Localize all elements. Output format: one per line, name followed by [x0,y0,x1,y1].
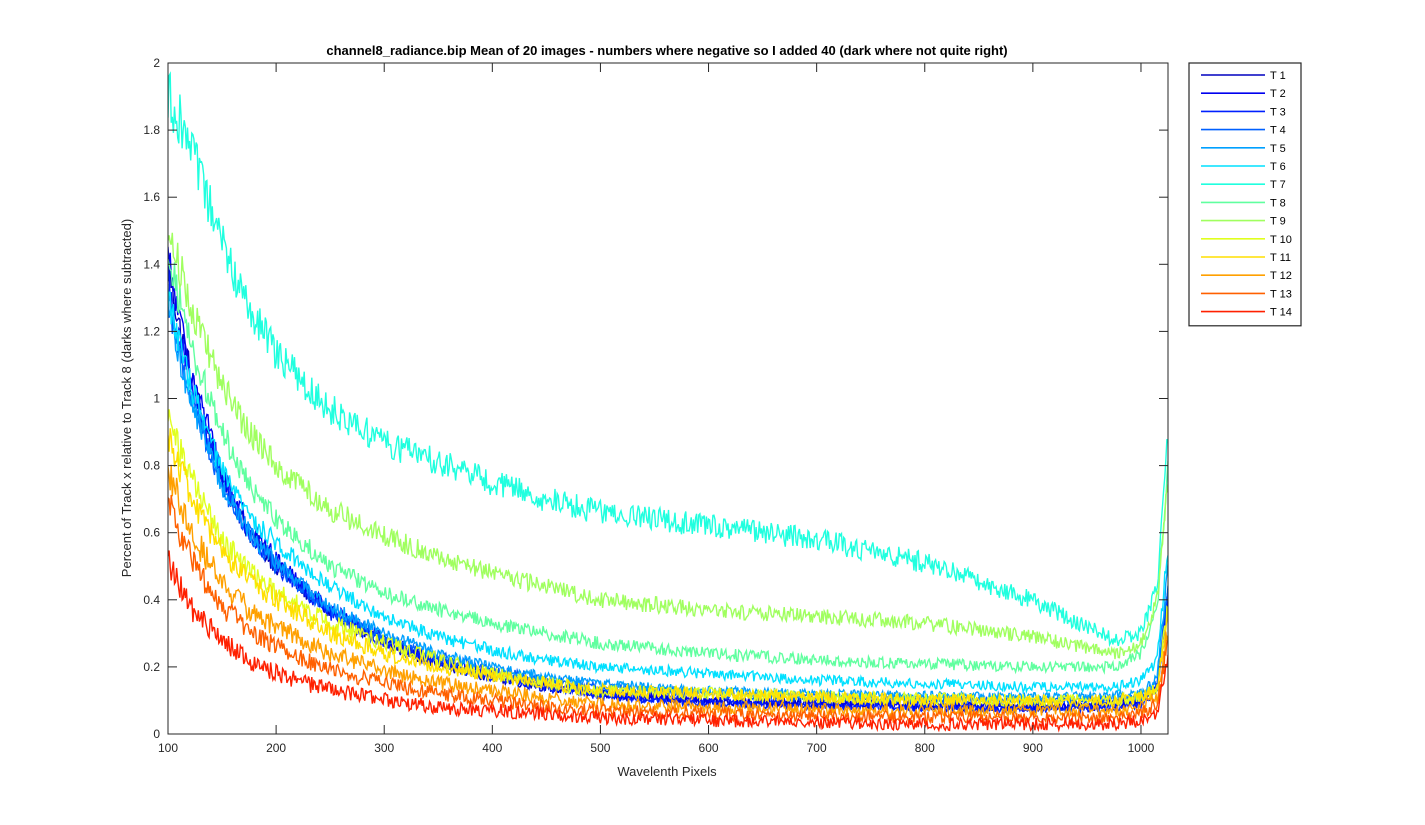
series-line-7 [168,71,1168,648]
x-tick-label: 500 [590,741,610,755]
y-tick-label: 2 [153,56,160,70]
legend-label: T 11 [1270,252,1291,264]
y-tick-label: 0.4 [143,593,160,607]
y-tick-label: 1.2 [143,324,160,338]
legend-label: T 3 [1270,106,1286,118]
legend-label: T 4 [1270,125,1286,137]
legend: T 1 T 2 T 3 T 4 T 5 T 6 T 7 T 8 T 9 T 10 T 11 T 12 T… [1188,62,1302,327]
chart-title: channel8_radiance.bip Mean of 20 images … [326,43,1007,58]
y-tick-label: 1.4 [143,257,160,271]
x-tick-label: 800 [915,741,935,755]
legend-label: T 13 [1270,288,1292,300]
plot-area: 100 200 300 400 500 600 700 800 900 1000 0 0.2 0.4 0.… [143,56,1169,755]
y-tick-label: 1.6 [143,190,160,204]
x-tick-label: 600 [699,741,719,755]
legend-label: T 2 [1270,88,1286,100]
x-tick-label: 200 [266,741,286,755]
series-line-9 [168,232,1168,660]
series-line-6 [168,291,1168,695]
series-group [168,71,1168,733]
x-tick-label: 700 [807,741,827,755]
x-tick-label: 400 [482,741,502,755]
y-tick-label: 0.6 [143,526,160,540]
x-tick-label: 900 [1023,741,1043,755]
y-tick-label: 1 [153,392,160,406]
legend-label: T 12 [1270,270,1292,282]
x-tick-label: 100 [158,741,178,755]
y-tick-label: 1.8 [143,123,160,137]
y-tick-label: 0 [153,727,160,741]
legend-label: T 1 [1270,70,1286,82]
y-tick-label: 0.2 [143,660,160,674]
legend-label: T 14 [1270,307,1292,319]
legend-label: T 8 [1270,197,1286,209]
legend-label: T 6 [1270,161,1286,173]
x-tick-label: 300 [374,741,394,755]
legend-label: T 7 [1270,179,1286,191]
legend-label: T 10 [1270,234,1292,246]
y-axis-label: Percent of Track x relative to Track 8 (… [119,219,134,577]
legend-label: T 5 [1270,143,1286,155]
series-line-8 [168,259,1168,675]
legend-box [1188,62,1302,327]
x-axis-label: Wavelenth Pixels [617,764,717,779]
legend-label: T 9 [1270,216,1286,228]
x-tick-label: 1000 [1128,741,1155,755]
series-line-11 [168,428,1168,709]
series-line-14 [168,550,1168,733]
y-tick-label: 0.8 [143,459,160,473]
